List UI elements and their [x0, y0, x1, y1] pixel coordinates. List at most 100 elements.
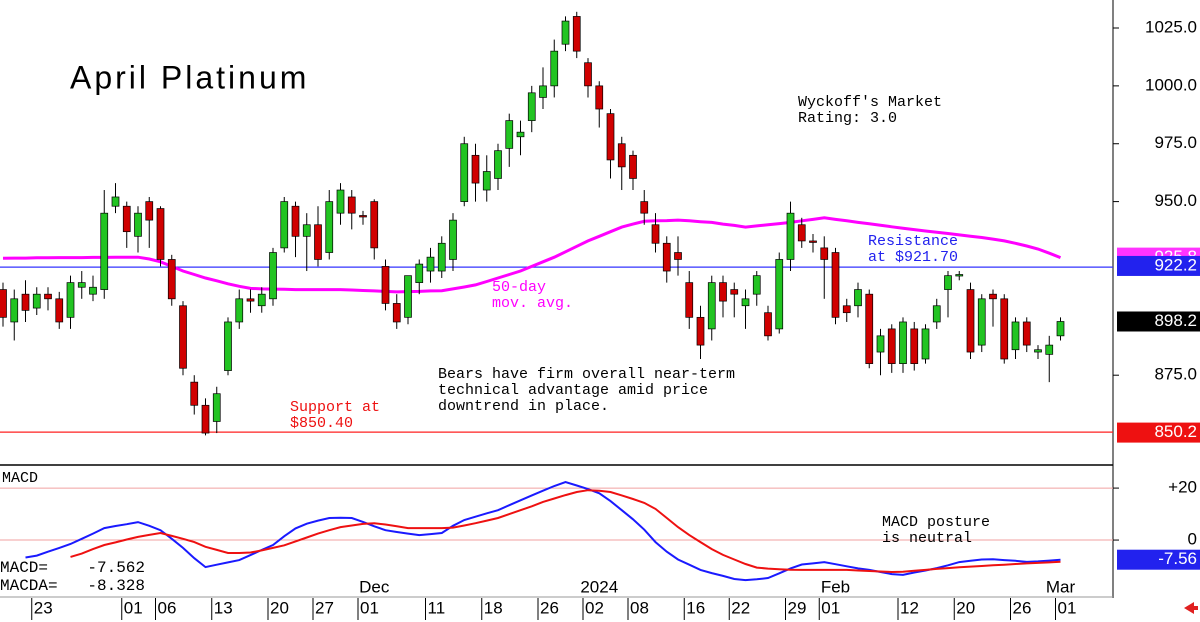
y-tick-label: 975.0 — [1154, 133, 1197, 152]
x-tick-label: 02 — [585, 598, 604, 617]
annotation: at $921.70 — [868, 249, 958, 266]
legend-value: -7.562 — [87, 559, 145, 577]
candle-body — [302, 224, 311, 237]
price-box — [1117, 422, 1200, 443]
y-tick-label: 950.0 — [1154, 191, 1197, 210]
legend-value: -8.328 — [87, 577, 145, 595]
annotation: MACD posture — [882, 514, 990, 531]
x-tick-label: 13 — [214, 598, 233, 617]
candle-body — [246, 298, 255, 302]
candle-body — [77, 282, 86, 288]
x-tick-label: 01 — [124, 598, 143, 617]
macd-line — [70, 489, 1061, 574]
candle-body — [44, 293, 52, 300]
candle-body — [190, 381, 199, 406]
candle-body — [854, 289, 862, 307]
candle-body — [842, 305, 851, 314]
candle-body — [550, 50, 559, 87]
candle-body — [887, 328, 896, 364]
candle-body — [66, 282, 75, 318]
candle-body — [516, 131, 525, 138]
x-tick-label: 26 — [540, 598, 559, 617]
candle-body — [359, 215, 367, 218]
candle-body — [1045, 344, 1054, 355]
candle-body — [786, 212, 795, 260]
candle-body — [392, 303, 401, 323]
candle-body — [505, 120, 514, 149]
month-label: Mar — [1046, 577, 1076, 596]
annotation: $850.40 — [290, 415, 353, 432]
moving-average — [2, 216, 1062, 294]
candle-body — [989, 293, 997, 300]
macd-title: MACD — [2, 470, 38, 487]
x-tick-label: 20 — [956, 598, 975, 617]
price-box — [1117, 255, 1200, 276]
candle-body — [685, 282, 694, 318]
candle-body — [482, 171, 491, 191]
candle-body — [55, 298, 64, 323]
candle-body — [719, 282, 727, 302]
candle-body — [741, 298, 750, 307]
x-tick-label: 18 — [484, 598, 503, 617]
price-box-label: 898.2 — [1154, 311, 1197, 330]
candle-body — [100, 212, 109, 290]
candle-body — [291, 205, 300, 237]
candle-body — [955, 274, 964, 277]
candle-body — [1056, 321, 1065, 337]
scroll-arrow[interactable] — [1184, 602, 1198, 614]
candle-body — [212, 393, 221, 422]
candle-body — [561, 20, 570, 45]
candle-body — [235, 298, 244, 323]
annotation: is neutral — [882, 530, 972, 547]
candle-body — [977, 298, 986, 346]
candle-body — [122, 205, 131, 233]
candle-body — [809, 240, 817, 243]
candle-body — [1011, 321, 1020, 351]
price-box-label: 922.2 — [1154, 255, 1197, 274]
x-tick-label: 01 — [821, 598, 840, 617]
month-label: Dec — [359, 577, 390, 596]
candle-body — [167, 259, 176, 300]
candle-body — [201, 404, 210, 434]
candle-body — [921, 328, 930, 360]
candle-body — [111, 196, 120, 207]
x-tick-label: 29 — [788, 598, 807, 617]
annotation: mov. avg. — [492, 295, 573, 312]
annotation: Resistance — [868, 233, 958, 250]
candle-body — [617, 143, 626, 168]
y-tick-label: 0 — [1188, 530, 1197, 549]
x-tick-label: 26 — [1013, 598, 1032, 617]
annotation: 50-day — [492, 279, 546, 296]
x-tick-label: 06 — [158, 598, 177, 617]
candle-body — [932, 305, 941, 323]
candle-body — [899, 321, 907, 364]
candle-body — [415, 263, 424, 283]
candle-body — [336, 189, 345, 214]
legend-label: MACD= — [0, 559, 48, 577]
annotation: technical advantage amid price — [438, 382, 708, 399]
candle-body — [595, 85, 604, 110]
x-tick-label: 22 — [731, 598, 750, 617]
candle-body — [1000, 298, 1009, 360]
candle-body — [224, 321, 232, 371]
candle-body — [764, 312, 772, 337]
candle-body — [539, 85, 547, 98]
annotation: downtrend in place. — [438, 398, 609, 415]
candle-body — [437, 242, 446, 272]
candle-body — [775, 259, 784, 330]
candle-body — [572, 16, 581, 52]
candle-body — [584, 62, 592, 87]
month-label: Feb — [821, 577, 850, 596]
chart-title: April Platinum — [70, 59, 309, 95]
annotation: Wyckoff's Market — [798, 94, 942, 111]
candle-body — [449, 219, 457, 260]
candle-body — [865, 293, 874, 364]
x-tick-label: 27 — [315, 598, 334, 617]
candle-body — [134, 212, 142, 237]
candle-body — [404, 275, 412, 318]
candle-body — [606, 113, 615, 161]
candle-body — [460, 143, 469, 202]
candle-body — [494, 150, 502, 179]
candle-body — [629, 154, 637, 179]
